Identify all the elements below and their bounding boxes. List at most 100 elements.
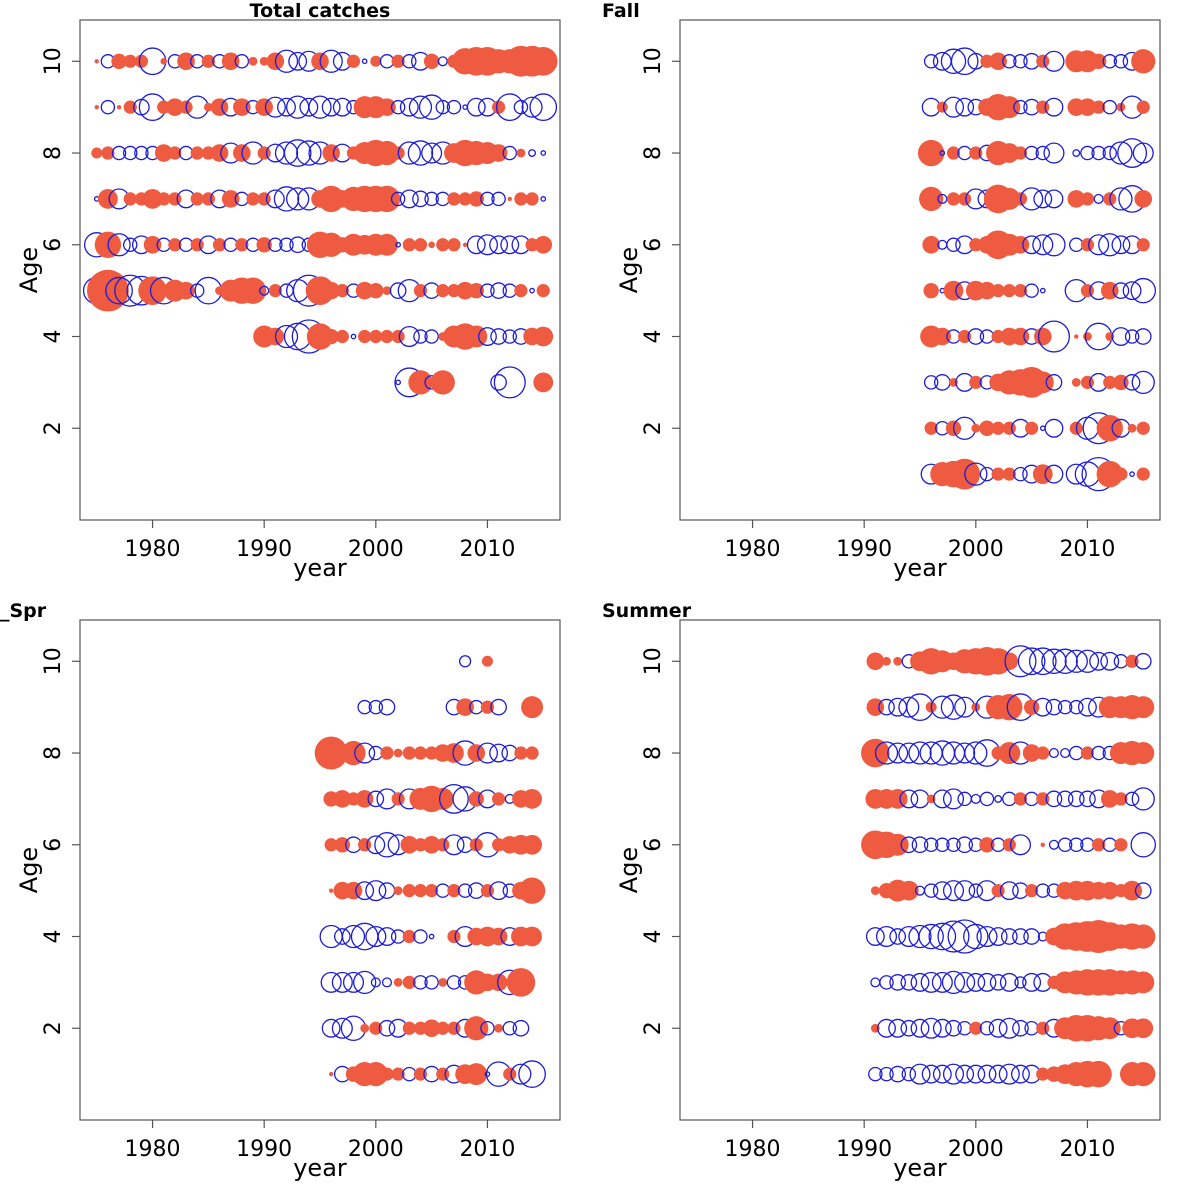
negative-residual-bubble [1111, 235, 1131, 255]
positive-residual-bubble [190, 238, 204, 252]
negative-residual-bubble [1024, 283, 1039, 298]
y-tick-label: 10 [641, 647, 666, 675]
positive-residual-bubble [142, 188, 163, 209]
negative-residual-bubble [988, 1018, 1008, 1038]
positive-residual-bubble [382, 286, 392, 296]
positive-residual-bubble [233, 98, 251, 116]
negative-residual-bubble [875, 925, 898, 948]
negative-residual-bubble [878, 698, 895, 716]
negative-residual-bubble [888, 697, 908, 717]
positive-residual-bubble [123, 54, 137, 68]
positive-residual-bubble [177, 52, 195, 71]
negative-residual-bubble [1074, 461, 1101, 487]
positive-residual-bubble [521, 696, 544, 719]
positive-residual-bubble [978, 281, 996, 300]
positive-residual-bubble [306, 323, 334, 350]
negative-residual-bubble [954, 880, 976, 902]
x-axis-label: year [893, 1154, 947, 1182]
negative-residual-bubble [1130, 277, 1157, 304]
positive-residual-bubble [518, 877, 546, 904]
negative-residual-bubble [513, 99, 529, 115]
positive-residual-bubble [369, 1021, 383, 1035]
positive-residual-bubble [919, 186, 944, 211]
negative-residual-bubble [968, 883, 984, 898]
y-axis-label: Age [615, 847, 643, 893]
positive-residual-bubble [1092, 838, 1106, 852]
negative-residual-bubble [288, 51, 308, 71]
bubbles [917, 47, 1157, 492]
y-tick-label: 6 [41, 238, 66, 252]
positive-residual-bubble [1031, 371, 1054, 394]
positive-residual-bubble [393, 977, 403, 987]
negative-residual-bubble [1052, 648, 1078, 675]
negative-residual-bubble [111, 145, 127, 161]
negative-residual-bubble [977, 1064, 997, 1084]
negative-residual-bubble [279, 237, 294, 253]
negative-residual-bubble [462, 104, 468, 111]
x-tick-label: 1980 [725, 537, 781, 562]
x-tick-label: 2000 [948, 537, 1004, 562]
positive-residual-bubble [514, 192, 528, 206]
y-tick-label: 8 [41, 146, 66, 160]
negative-residual-bubble [932, 789, 952, 809]
negative-residual-bubble [999, 881, 1019, 901]
positive-residual-bubble [481, 655, 493, 667]
negative-residual-bubble [443, 834, 465, 856]
negative-residual-bubble [283, 139, 312, 167]
positive-residual-bubble [157, 192, 171, 206]
positive-residual-bubble [447, 1021, 461, 1035]
positive-residual-bubble [422, 1019, 441, 1038]
positive-residual-bubble [465, 1063, 488, 1086]
positive-residual-bubble [1032, 464, 1053, 485]
negative-residual-bubble [1033, 189, 1053, 209]
negative-residual-bubble [1124, 791, 1140, 807]
negative-residual-bubble [1043, 142, 1065, 164]
positive-residual-bubble [257, 146, 271, 160]
positive-residual-bubble [380, 329, 394, 344]
positive-residual-bubble [1025, 884, 1039, 898]
positive-residual-bubble [413, 884, 428, 898]
positive-residual-bubble [335, 284, 349, 298]
negative-residual-bubble [424, 329, 439, 344]
negative-residual-bubble [1109, 187, 1133, 211]
negative-residual-bubble [413, 975, 428, 990]
x-tick-label: 2010 [459, 1137, 515, 1162]
positive-residual-bubble [1114, 792, 1128, 806]
negative-residual-bubble [234, 54, 250, 69]
negative-residual-bubble [1057, 837, 1073, 853]
y-tick-label: 8 [641, 146, 666, 160]
negative-residual-bubble [299, 97, 319, 117]
negative-residual-bubble [945, 1019, 962, 1037]
negative-residual-bubble [540, 196, 547, 202]
negative-residual-bubble [490, 328, 507, 345]
x-tick-label: 1980 [125, 1137, 181, 1162]
negative-residual-bubble [502, 329, 518, 344]
positive-residual-bubble [221, 52, 240, 71]
negative-residual-bubble [1037, 320, 1071, 353]
negative-residual-bubble [1060, 747, 1071, 759]
negative-residual-bubble [319, 924, 343, 949]
positive-residual-bubble [369, 329, 383, 344]
negative-residual-bubble [529, 287, 535, 294]
y-tick-label: 10 [41, 647, 66, 675]
negative-residual-bubble [370, 977, 381, 988]
x-tick-label: 1990 [236, 1137, 292, 1162]
negative-residual-bubble [1130, 832, 1157, 858]
negative-residual-bubble [910, 789, 930, 809]
negative-residual-bubble [865, 927, 885, 946]
positive-residual-bubble [116, 104, 122, 110]
negative-residual-bubble [490, 698, 507, 716]
negative-residual-bubble [1048, 839, 1060, 850]
negative-residual-bubble [979, 791, 995, 807]
positive-residual-bubble [168, 238, 182, 252]
negative-residual-bubble [946, 237, 961, 253]
positive-residual-bubble [1085, 1060, 1112, 1088]
negative-residual-bubble [1112, 282, 1130, 299]
bubbles [861, 645, 1157, 1088]
positive-residual-bubble [323, 328, 339, 345]
positive-residual-bubble [203, 102, 213, 112]
negative-residual-bubble [918, 923, 944, 950]
negative-residual-bubble [268, 237, 283, 253]
positive-residual-bubble [94, 104, 99, 110]
negative-residual-bubble [1122, 281, 1142, 301]
